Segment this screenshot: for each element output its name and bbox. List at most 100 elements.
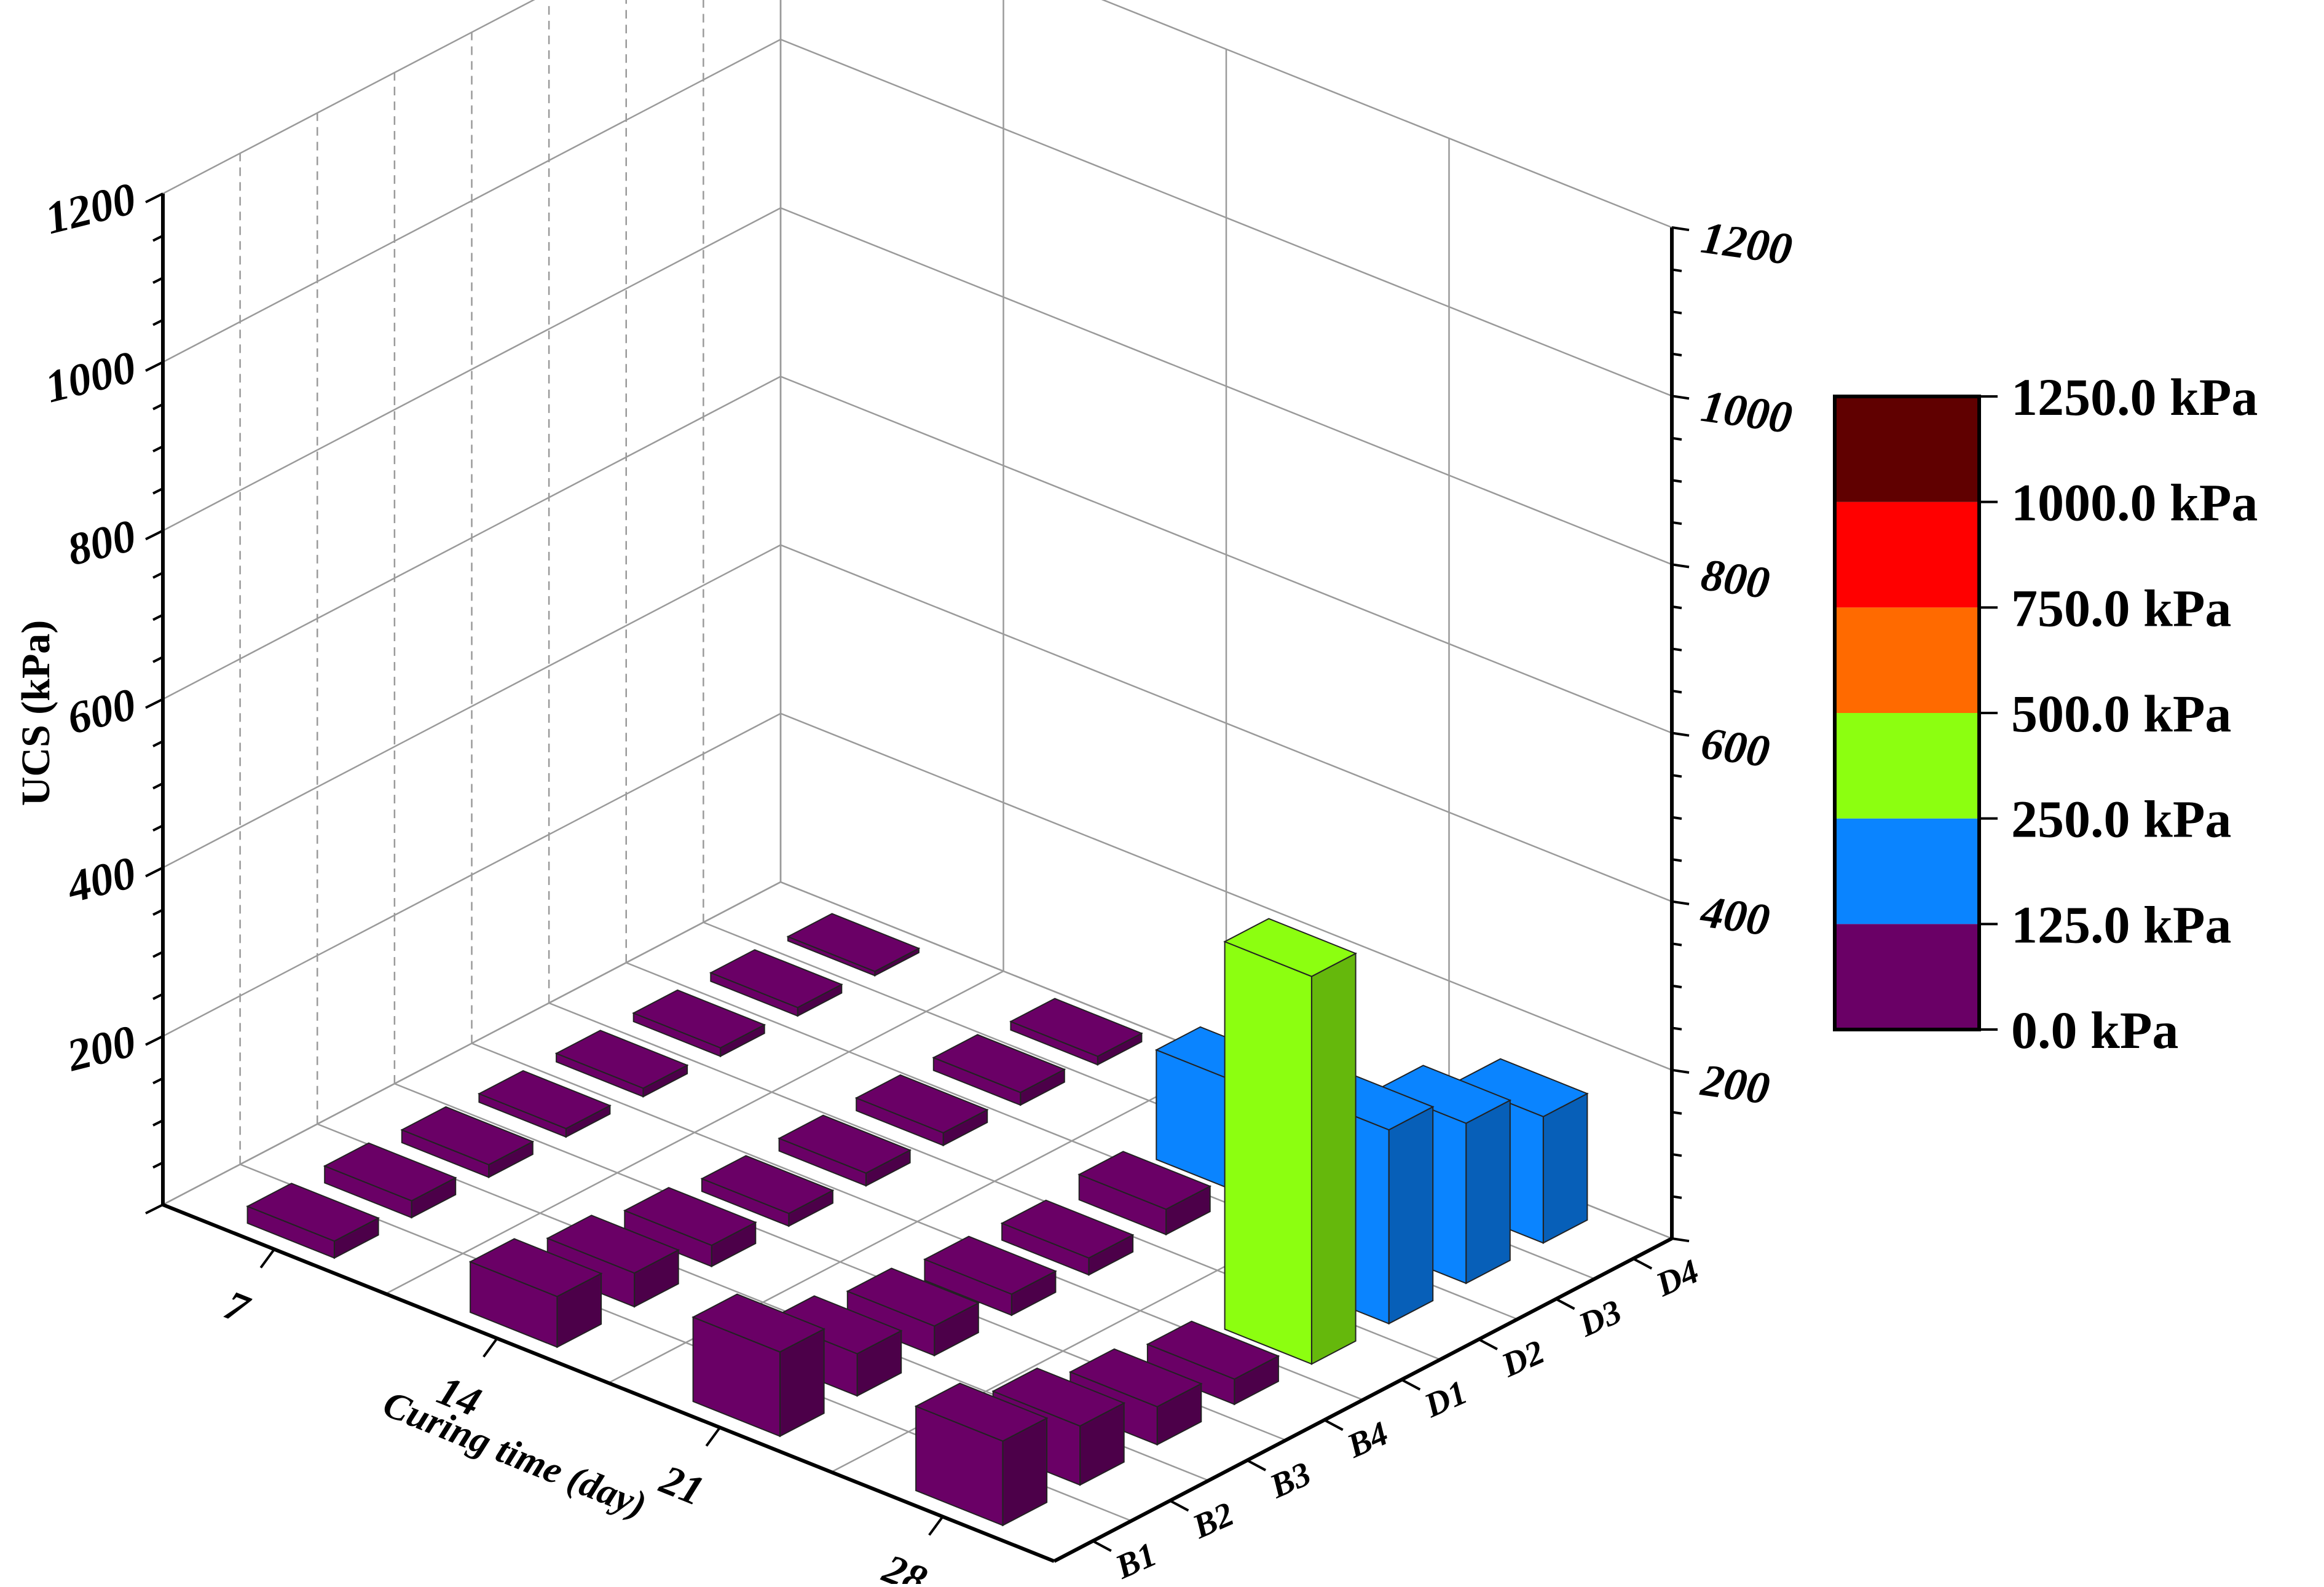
z-tick-left [145,698,163,709]
bar-face-top [1377,1065,1512,1124]
z-tick-left [152,1077,163,1085]
bar-face-top [700,1155,835,1215]
z-tick-right [1671,1026,1682,1031]
bar-D4-7 [786,913,921,977]
z-tick-left [152,445,163,453]
y-tick-label: D4 [1650,1252,1704,1304]
y-tick [1555,1298,1575,1310]
bar-face-top [323,1142,457,1202]
bar-face-top [1068,1348,1203,1408]
z-tick-label-left: 400 [61,848,141,913]
bar-face-top [846,1267,980,1327]
z-tick-right [1671,268,1682,272]
legend-label: 1000.0 kPa [2011,473,2258,532]
bar-B3-7 [400,1106,535,1179]
z-axis-title: UCS (kPa) [14,620,58,806]
bar-face-right [1465,1099,1511,1285]
labels-layer: 200 200 400 400 600 600 800 800 1000 1000 1200 1200… [14,173,1795,1587]
z-tick-left [152,740,163,747]
bar-face-front [1224,940,1312,1365]
z-tick-right [1671,816,1682,820]
z-tick-left [152,824,163,832]
bar-B3-21 [846,1267,980,1357]
bar-face-top [923,1235,1057,1295]
z-tick-right [1671,731,1690,737]
bar-B1-21 [691,1293,825,1438]
z-tick-label-right: 600 [1698,718,1773,778]
x-tick [928,1516,944,1536]
bar-D2-21 [1077,1151,1212,1236]
y-tick [1478,1338,1498,1350]
bar-face-top [1077,1151,1212,1210]
x-tick-label: 7 [218,1282,257,1333]
bar-B1-28 [914,1382,1049,1527]
z-tick-right [1671,1195,1682,1199]
bar-face-top [768,1295,903,1355]
z-tick-right [1671,436,1682,441]
z-tick-left [152,318,163,326]
left-wall-gridline [162,544,781,868]
bar-D2-7 [632,989,766,1058]
z-tick-left [152,1119,163,1127]
bar-face-top [786,913,921,972]
z-tick-left [145,1203,163,1215]
colormap-legend: 0.0 kPa 125.0 kPa 250.0 kPa 500.0 kPa 750.0 … [1833,368,2258,1060]
z-tick-right [1671,774,1682,778]
bar-B4-21 [923,1235,1057,1317]
legend-label: 125.0 kPa [2011,895,2231,954]
x-axis-title: Curing time (day) [377,1383,652,1526]
bar-B1-14 [468,1238,603,1349]
bars-layer [246,913,1589,1527]
bar-face-top [1455,1058,1589,1117]
z-tick-label-right: 1200 [1698,213,1795,275]
z-tick-left [145,361,163,372]
legend-swatch [1835,713,1979,819]
z-tick-left [152,277,163,284]
z-tick-label-left: 200 [62,1016,141,1082]
z-tick-right [1671,942,1682,947]
z-tick-right [1671,605,1682,610]
z-tick-right [1671,1152,1682,1157]
y-tick [1169,1499,1189,1512]
bar-face-top [691,1293,825,1353]
bar-face-top [1000,1199,1135,1259]
z-tick-left [152,993,163,1001]
bar-face-top [914,1382,1049,1442]
x-tick-label: 28 [876,1545,933,1584]
z-tick-left [145,529,163,541]
x-tick [705,1427,721,1447]
bar-B4-7 [478,1070,612,1138]
bar-face-top [478,1070,612,1130]
y-tick-label: D3 [1573,1293,1628,1345]
z-tick-right [1671,900,1690,905]
z-tick-left [152,1161,163,1169]
z-tick-right [1671,1237,1690,1243]
bar-D1-7 [554,1030,689,1098]
z-tick-label-right: 200 [1698,1055,1773,1114]
y-tick [1633,1258,1653,1270]
x-axis [162,1203,1055,1563]
z-tick-right [1671,647,1682,652]
y-tick-label: D1 [1418,1373,1473,1425]
z-tick-left [152,613,163,621]
bar-face-top [246,1183,380,1242]
z-tick-left [152,403,163,411]
y-tick [1247,1459,1267,1471]
z-tick-left [152,950,163,958]
z-tick-right [1671,1068,1690,1074]
bar-B4-28 [1146,1320,1280,1406]
z-tick-label-right: 800 [1698,549,1773,609]
y-tick [1401,1378,1421,1391]
legend-label: 1250.0 kPa [2011,368,2258,427]
z-tick-label-left: 1000 [41,342,141,412]
bar-face-top [546,1215,680,1274]
y-tick [1323,1419,1344,1431]
bar-face-top [854,1074,989,1134]
z-tick-left [152,234,163,242]
bar-D2-14 [854,1074,989,1147]
bar-D1-28 [1223,918,1357,1365]
legend-swatch [1835,924,1979,1030]
z-tick-left [145,1035,163,1046]
z-tick-label-right: 400 [1697,886,1773,946]
